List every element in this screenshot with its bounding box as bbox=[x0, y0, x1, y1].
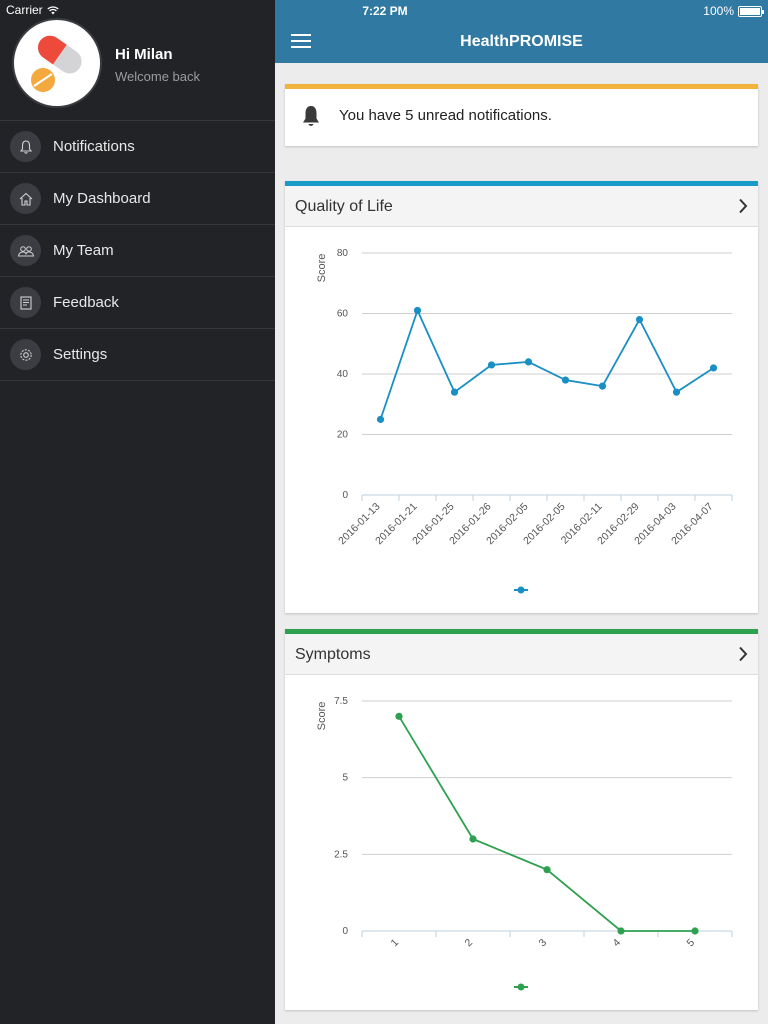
x-tick-label: 1 bbox=[389, 937, 402, 950]
chevron-right-icon bbox=[739, 198, 748, 214]
data-point bbox=[524, 358, 533, 366]
sidebar-item-team[interactable]: My Team bbox=[0, 224, 275, 276]
y-tick-label: 2.5 bbox=[334, 849, 348, 860]
battery-label: 100% bbox=[703, 4, 734, 18]
y-tick-label: 7.5 bbox=[334, 696, 348, 707]
y-tick-label: 80 bbox=[337, 248, 349, 259]
app-title: HealthPROMISE bbox=[460, 33, 583, 50]
symptoms-panel: Symptoms Score 0 2.5 5 7.5 1 2 3 4 5 bbox=[285, 629, 758, 1010]
carrier-label: Carrier bbox=[6, 3, 43, 17]
y-tick-label: 0 bbox=[342, 490, 348, 501]
side-menu: Carrier Hi Milan Welcome back bbox=[0, 0, 275, 1024]
y-tick-label: 60 bbox=[337, 309, 349, 320]
panel-header[interactable]: Quality of Life bbox=[285, 186, 758, 227]
notification-text: You have 5 unread notifications. bbox=[339, 107, 552, 124]
data-point bbox=[709, 364, 718, 372]
sidebar-item-label: Feedback bbox=[53, 294, 119, 311]
greeting-subtitle: Welcome back bbox=[115, 69, 201, 84]
team-icon bbox=[10, 235, 41, 266]
series-line bbox=[379, 308, 714, 420]
y-tick-label: 0 bbox=[342, 926, 348, 937]
sidebar-menu: Notifications My Dashboard My Team Feedb… bbox=[0, 120, 275, 381]
panel-header[interactable]: Symptoms bbox=[285, 634, 758, 675]
data-point bbox=[413, 306, 422, 315]
data-point bbox=[635, 315, 644, 324]
series-line bbox=[398, 715, 695, 932]
y-tick-label: 40 bbox=[337, 369, 349, 380]
panel-title: Quality of Life bbox=[295, 198, 393, 215]
notification-banner[interactable]: You have 5 unread notifications. bbox=[285, 84, 758, 146]
y-axis-label: Score bbox=[316, 702, 328, 731]
data-point bbox=[450, 388, 459, 396]
status-time: 7:22 PM bbox=[362, 4, 408, 18]
legend-marker bbox=[517, 586, 525, 594]
quality-of-life-chart: Score0204060802016-01-132016-01-212016-0… bbox=[316, 248, 733, 594]
symptoms-chart: Score 0 2.5 5 7.5 1 2 3 4 5 bbox=[316, 696, 733, 991]
sidebar-item-label: My Dashboard bbox=[53, 190, 151, 207]
sidebar-item-label: Notifications bbox=[53, 138, 135, 155]
data-point bbox=[598, 382, 607, 390]
main-content: 7:22 PM 100% HealthPROMISE You have 5 un… bbox=[275, 0, 768, 1024]
data-point bbox=[617, 927, 625, 935]
profile-header: Hi Milan Welcome back bbox=[0, 18, 275, 120]
document-icon bbox=[10, 287, 41, 318]
panel-title: Symptoms bbox=[295, 646, 371, 663]
sidebar-item-settings[interactable]: Settings bbox=[0, 328, 275, 381]
sidebar-item-label: Settings bbox=[53, 346, 108, 363]
home-icon bbox=[10, 183, 41, 214]
sidebar-item-label: My Team bbox=[53, 242, 114, 259]
data-point bbox=[672, 388, 681, 396]
wifi-icon bbox=[47, 5, 59, 14]
x-tick-label: 4 bbox=[611, 937, 624, 950]
battery-icon bbox=[738, 5, 764, 17]
y-axis-label: Score bbox=[316, 254, 328, 283]
data-point bbox=[487, 361, 496, 369]
avatar[interactable] bbox=[12, 18, 102, 108]
bell-icon bbox=[10, 131, 41, 162]
x-tick-label: 2 bbox=[463, 937, 476, 950]
data-point bbox=[376, 415, 385, 423]
legend-marker bbox=[517, 983, 525, 991]
greeting-name: Hi Milan bbox=[115, 46, 173, 63]
data-point bbox=[543, 866, 551, 874]
status-battery: 100% bbox=[703, 4, 764, 18]
data-point bbox=[395, 712, 403, 720]
gear-icon bbox=[10, 339, 41, 370]
chevron-right-icon bbox=[739, 646, 748, 662]
sidebar-item-feedback[interactable]: Feedback bbox=[0, 276, 275, 328]
top-navbar: 7:22 PM 100% HealthPROMISE bbox=[275, 0, 768, 63]
x-tick-label: 3 bbox=[537, 937, 550, 950]
bell-icon bbox=[303, 106, 319, 126]
data-point bbox=[561, 376, 570, 384]
y-tick-label: 20 bbox=[337, 430, 349, 441]
sidebar-item-notifications[interactable]: Notifications bbox=[0, 120, 275, 172]
pills-logo-icon bbox=[17, 23, 97, 103]
sidebar-item-dashboard[interactable]: My Dashboard bbox=[0, 172, 275, 224]
status-carrier: Carrier bbox=[6, 3, 59, 17]
data-point bbox=[691, 927, 699, 935]
x-tick-label: 5 bbox=[685, 937, 698, 950]
menu-toggle-icon[interactable] bbox=[291, 34, 311, 50]
data-point bbox=[469, 835, 477, 843]
y-tick-label: 5 bbox=[342, 773, 348, 784]
quality-of-life-panel: Quality of Life Score 0 20 40 60 80 2016-01-13… bbox=[285, 181, 758, 613]
